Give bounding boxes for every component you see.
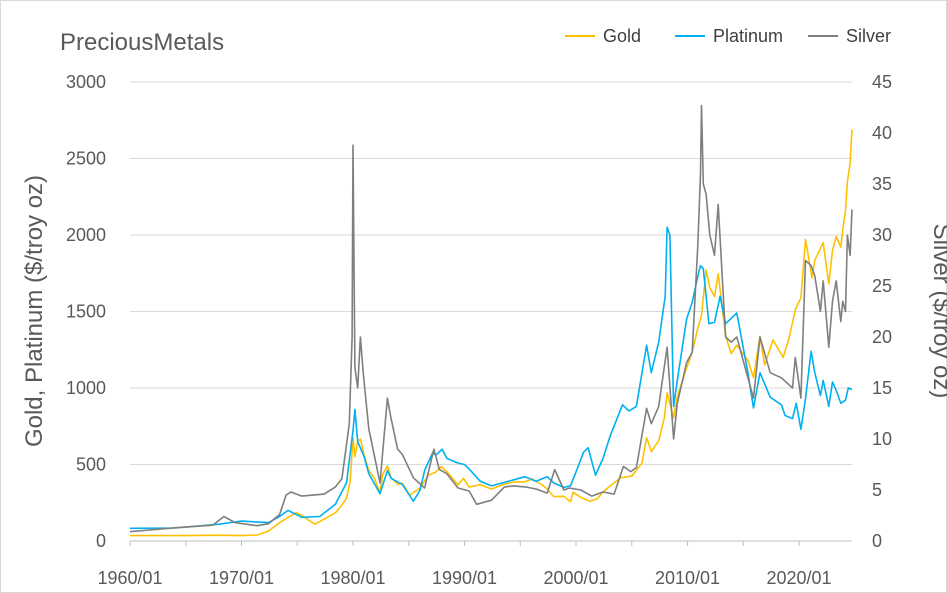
- legend-label-platinum: Platinum: [713, 26, 783, 46]
- y-right-tick-label: 15: [872, 378, 892, 398]
- series-line-silver: [129, 104, 853, 533]
- y-right-tick-label: 10: [872, 429, 892, 449]
- y-left-tick-label: 0: [96, 531, 106, 551]
- gridlines: [130, 81, 852, 542]
- x-tick-label: 2010/01: [655, 568, 720, 588]
- y-right-tick-label: 20: [872, 327, 892, 347]
- x-tick-label: 1960/01: [97, 568, 162, 588]
- x-tick-label: 1990/01: [432, 568, 497, 588]
- y-right-tick-label: 5: [872, 480, 882, 500]
- legend-label-gold: Gold: [603, 26, 641, 46]
- y-left-tick-label: 1500: [66, 302, 106, 322]
- y-left-axis: 0 500 1000 1500 2000 2500 3000: [66, 72, 106, 551]
- y-right-tick-label: 45: [872, 72, 892, 92]
- y-right-tick-label: 25: [872, 276, 892, 296]
- y-left-tick-label: 1000: [66, 378, 106, 398]
- y-left-tick-label: 2500: [66, 149, 106, 169]
- y-right-tick-label: 35: [872, 174, 892, 194]
- x-tick-label: 1970/01: [209, 568, 274, 588]
- y-right-tick-label: 0: [872, 531, 882, 551]
- y-left-tick-label: 3000: [66, 72, 106, 92]
- x-tick-label: 1980/01: [320, 568, 385, 588]
- y-left-tick-label: 500: [76, 455, 106, 475]
- y-right-axis-title: Silver ($/troy oz): [928, 224, 947, 399]
- x-tick-label: 2000/01: [543, 568, 608, 588]
- y-right-tick-label: 30: [872, 225, 892, 245]
- y-left-axis-title: Gold, Platinum ($/troy oz): [21, 175, 48, 447]
- legend-label-silver: Silver: [846, 26, 891, 46]
- series-lines: [129, 104, 853, 537]
- y-left-tick-label: 2000: [66, 225, 106, 245]
- y-right-axis: 0 5 10 15 20 25 30 35 40 45: [872, 72, 892, 551]
- chart-title: PreciousMetals: [60, 29, 224, 56]
- y-right-tick-label: 40: [872, 123, 892, 143]
- series-line-platinum: [129, 226, 853, 530]
- series-line-gold: [130, 129, 853, 537]
- legend: Gold Platinum Silver: [565, 26, 891, 46]
- x-axis: 1960/01 1970/01 1980/01 1990/01 2000/01 2010/…: [97, 540, 852, 588]
- x-tick-label: 2020/01: [766, 568, 831, 588]
